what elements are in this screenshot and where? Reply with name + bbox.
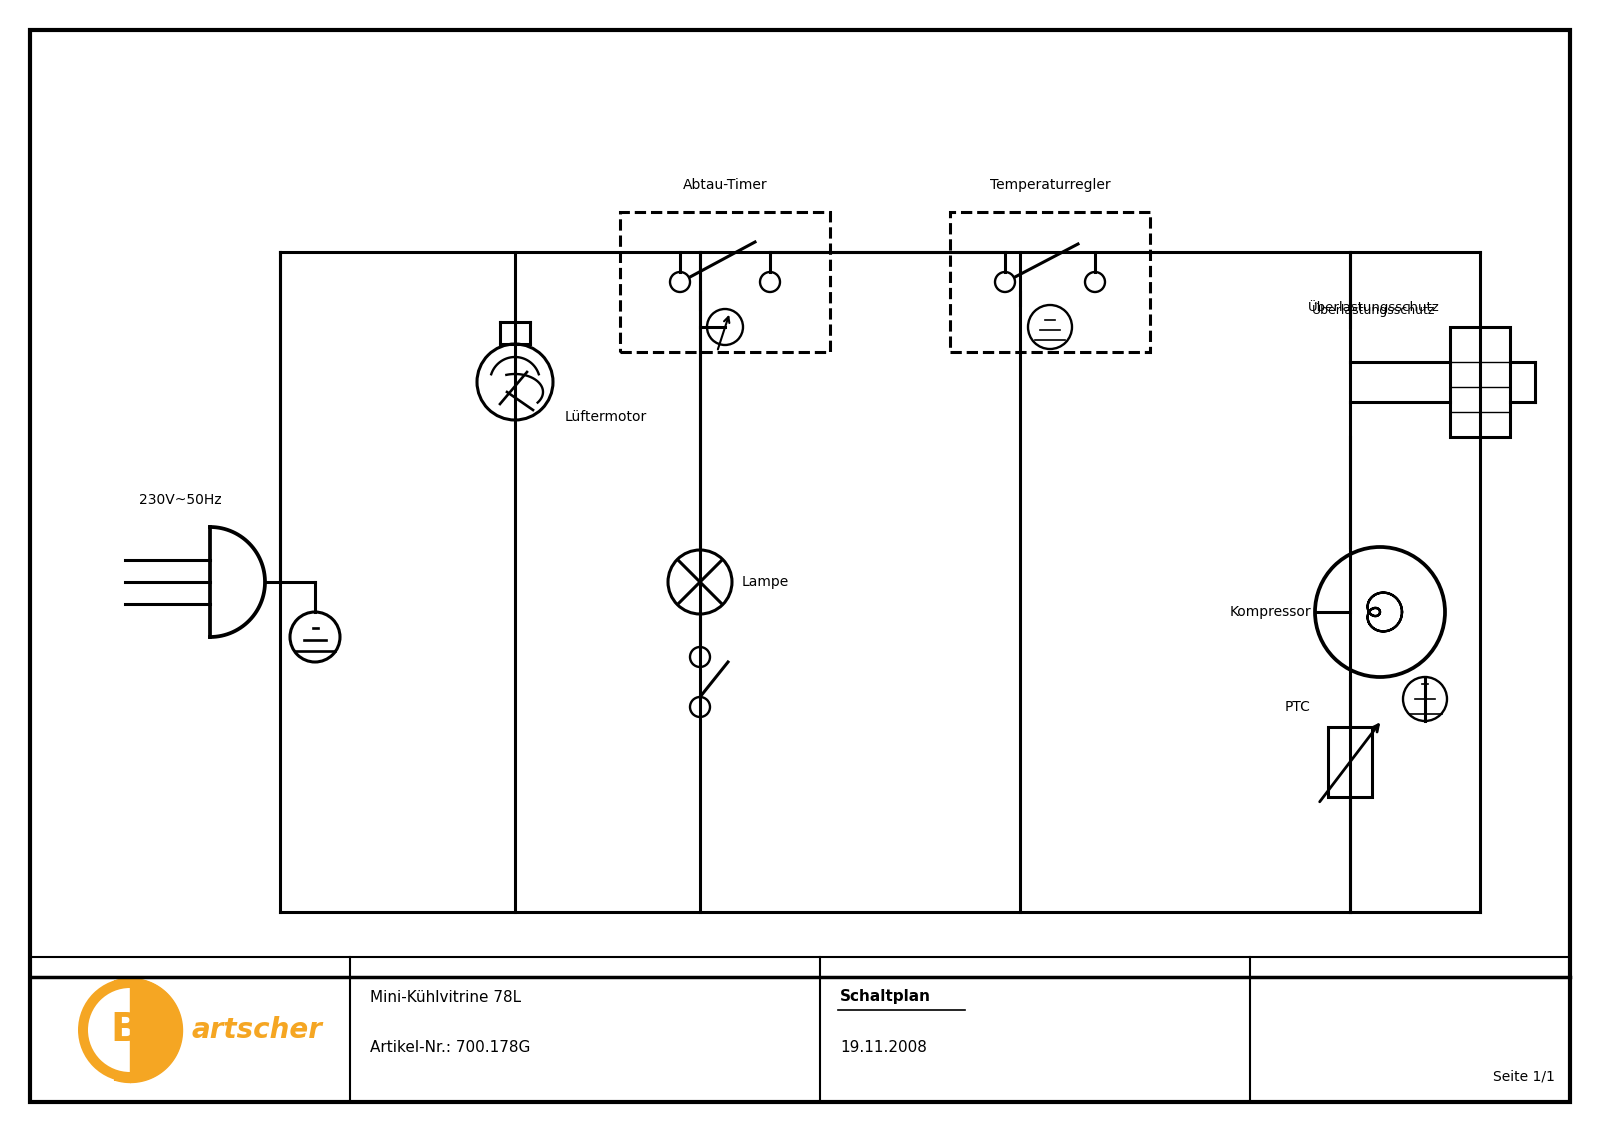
Text: Seite 1/1: Seite 1/1 [1493,1070,1555,1084]
Bar [1328,727,1373,797]
Text: Artikel-Nr.: 700.178G: Artikel-Nr.: 700.178G [370,1039,530,1055]
Text: 19.11.2008: 19.11.2008 [840,1039,926,1055]
Circle shape [88,988,173,1072]
Text: PTC: PTC [1285,700,1310,714]
Text: Überlastungsschutz: Überlastungsschutz [1312,303,1435,317]
Text: Schaltplan: Schaltplan [840,989,931,1004]
Text: Temperaturregler: Temperaturregler [990,178,1110,192]
Text: Kompressor: Kompressor [1230,604,1312,619]
Text: Abtau-Timer: Abtau-Timer [683,178,768,192]
Text: 230V~50Hz: 230V~50Hz [139,494,221,507]
Text: B: B [110,1011,139,1049]
Bar [1450,327,1510,437]
Text: Lampe: Lampe [742,575,789,589]
Text: artscher: artscher [192,1017,323,1044]
Bar [950,212,1150,352]
Text: Überlastungsschutz: Überlastungsschutz [1309,300,1440,314]
Text: Mini-Kühlvitrine 78L: Mini-Kühlvitrine 78L [370,989,522,1004]
Circle shape [78,978,182,1082]
Text: Lüftermotor: Lüftermotor [565,410,648,424]
Bar [621,212,830,352]
